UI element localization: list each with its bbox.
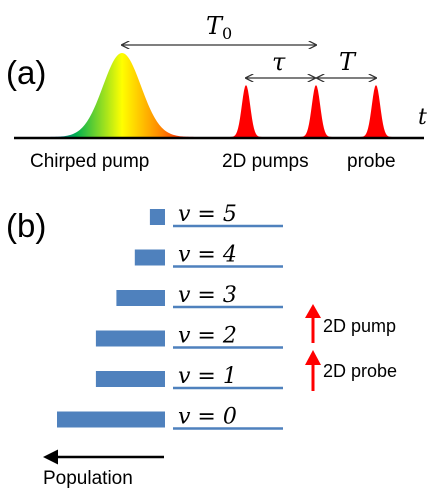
- time-axis-label: t: [418, 105, 427, 130]
- panel-b-label: (b): [6, 207, 46, 244]
- energy-level-label: v = 0: [178, 405, 237, 430]
- population-bar: [134, 249, 165, 266]
- 2d-probe-arrow: [305, 350, 321, 391]
- 2d-pump-arrow: [305, 304, 321, 343]
- T-label: T: [339, 48, 357, 76]
- tau-label: τ: [272, 48, 286, 76]
- panel-a-label: (a): [6, 54, 46, 91]
- energy-level-label: v = 4: [178, 243, 237, 268]
- population-bar: [95, 330, 165, 347]
- 2d-probe-label: 2D probe: [323, 361, 397, 381]
- population-bar: [57, 411, 165, 428]
- energy-level-label: v = 1: [178, 364, 237, 389]
- population-bar: [149, 209, 165, 225]
- energy-levels: v = 5 v = 4 v = 3 v = 2 v = 1 v = 0: [57, 202, 283, 430]
- 2d-pumps-caption: 2D pumps: [222, 151, 309, 172]
- population-bar: [95, 371, 165, 387]
- 2d-pump-pulse-2: [296, 85, 336, 137]
- 2d-pump-pulse-1: [226, 85, 266, 137]
- population-label: Population: [43, 468, 133, 489]
- probe-pulse: [356, 85, 396, 137]
- 2d-pump-label: 2D pump: [323, 316, 396, 336]
- energy-level-label: v = 2: [178, 324, 237, 349]
- chirped-pump-pulse: [30, 53, 214, 137]
- population-bar: [116, 290, 165, 306]
- probe-caption: probe: [347, 151, 396, 172]
- energy-level-label: v = 5: [178, 202, 237, 227]
- energy-level-label: v = 3: [178, 283, 237, 308]
- t0-label: T0: [206, 12, 232, 43]
- chirped-pump-caption: Chirped pump: [30, 151, 149, 172]
